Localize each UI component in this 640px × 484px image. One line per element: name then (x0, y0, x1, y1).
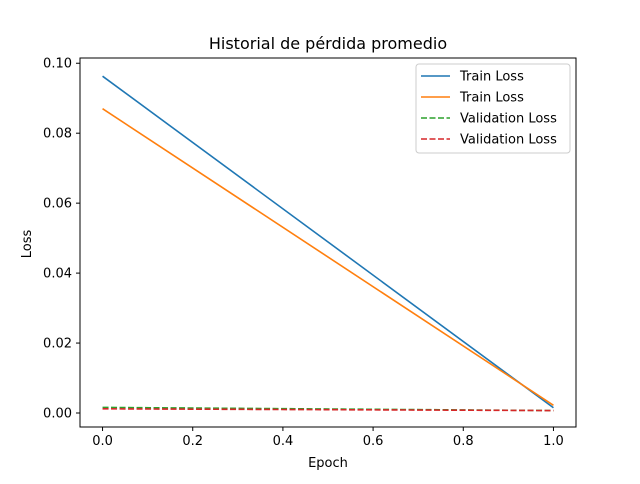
legend-box (415, 63, 571, 154)
series-lines (102, 75, 554, 412)
legend-label-4: Validation Loss (460, 133, 557, 148)
x-tick-label: 0.2 (182, 434, 203, 449)
legend-label-3: Validation Loss (460, 112, 557, 127)
x-tick-label: 0.8 (453, 434, 474, 449)
y-tick-label: 0.08 (43, 127, 72, 142)
legend: Train Loss Train Loss Validation Loss Valid… (415, 63, 571, 154)
x-tick-label: 0.0 (92, 434, 113, 449)
x-axis-label: Epoch (308, 456, 348, 471)
axes-frame (79, 57, 577, 428)
y-tick-label: 0.10 (43, 57, 72, 72)
chart-title: Historial de pérdida promedio (209, 34, 447, 53)
series-line-4 (102, 408, 554, 412)
y-tick-label: 0.00 (43, 407, 72, 422)
y-tick-label: 0.06 (43, 197, 72, 212)
series-line-2 (102, 108, 554, 406)
legend-label-2: Train Loss (459, 91, 524, 106)
series-line-1 (102, 75, 554, 409)
x-tick-label: 1.0 (543, 434, 564, 449)
y-tick-label: 0.02 (43, 337, 72, 352)
x-tick-label: 0.4 (273, 434, 294, 449)
x-axis-ticks: 0.0 0.2 0.4 0.6 0.8 1.0 (92, 427, 564, 449)
x-tick-label: 0.6 (363, 434, 384, 449)
y-axis-ticks: 0.00 0.02 0.04 0.06 0.08 0.10 (43, 57, 80, 422)
y-tick-label: 0.04 (43, 267, 72, 282)
y-axis-label: Loss (20, 230, 35, 259)
legend-label-1: Train Loss (459, 70, 524, 85)
